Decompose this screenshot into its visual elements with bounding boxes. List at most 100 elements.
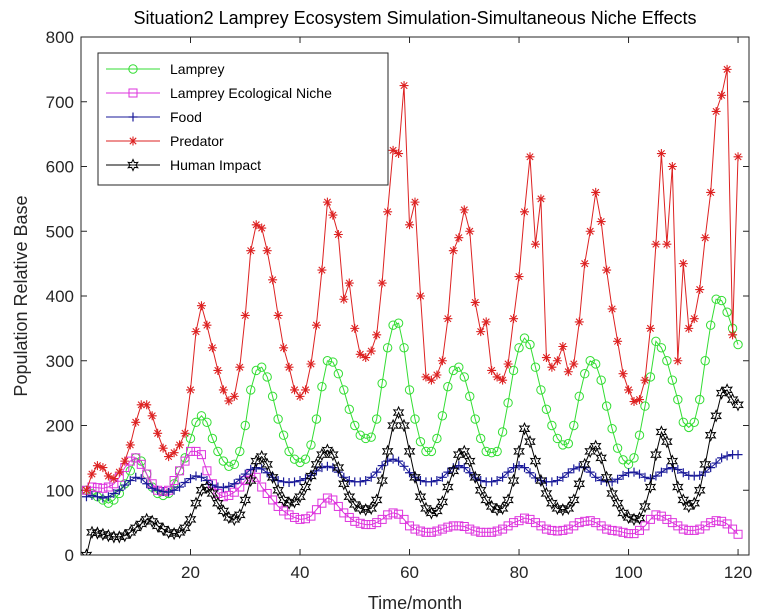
data-point <box>520 463 530 473</box>
data-point <box>327 447 339 462</box>
data-point <box>191 327 201 337</box>
data-point <box>547 362 557 372</box>
data-point <box>452 447 465 462</box>
data-point <box>699 457 712 472</box>
data-point <box>722 307 732 317</box>
x-axis-label: Time/month <box>368 593 462 613</box>
data-point <box>425 506 438 520</box>
data-point <box>629 529 639 539</box>
data-point <box>218 385 228 395</box>
data-point <box>136 474 146 484</box>
data-point <box>470 297 480 307</box>
data-point <box>179 521 191 535</box>
data-point <box>92 492 102 502</box>
data-point <box>311 505 321 515</box>
data-point <box>634 525 644 535</box>
data-point <box>689 417 699 427</box>
data-point <box>278 430 289 440</box>
data-point <box>651 471 661 481</box>
legend-label: Food <box>170 109 202 125</box>
data-point <box>405 468 415 478</box>
data-point <box>732 398 744 412</box>
data-point <box>711 294 721 304</box>
data-point <box>376 473 388 488</box>
data-point <box>224 481 234 491</box>
series-line <box>86 450 739 535</box>
data-point <box>639 499 651 514</box>
data-point <box>580 369 590 379</box>
series-3 <box>81 64 743 495</box>
data-point <box>348 497 361 512</box>
data-point <box>186 446 196 456</box>
data-point <box>584 444 597 459</box>
data-point <box>492 476 502 486</box>
data-point <box>392 405 405 420</box>
data-point <box>257 482 267 492</box>
data-point <box>569 420 579 431</box>
data-point <box>601 401 612 411</box>
data-point <box>700 233 710 243</box>
data-point <box>498 375 508 385</box>
data-point <box>180 456 190 466</box>
data-point <box>235 362 245 372</box>
data-point <box>136 400 146 410</box>
data-point <box>310 457 323 472</box>
data-point <box>684 470 694 480</box>
data-point <box>153 485 163 495</box>
data-point <box>656 343 667 353</box>
data-point <box>541 353 551 363</box>
data-point <box>186 385 196 395</box>
data-point <box>410 524 420 534</box>
data-point <box>92 483 102 493</box>
data-point <box>217 504 230 518</box>
data-point <box>513 444 525 459</box>
data-point <box>733 529 743 539</box>
data-point <box>454 233 464 243</box>
data-point <box>689 471 699 481</box>
y-tick-label: 500 <box>46 222 74 241</box>
data-point <box>563 367 573 377</box>
data-point <box>377 514 387 524</box>
data-point <box>655 425 668 439</box>
series-line <box>86 298 739 504</box>
data-point <box>383 510 393 520</box>
data-point <box>547 477 557 487</box>
y-tick-label: 0 <box>65 546 74 565</box>
legend-marker <box>128 112 138 122</box>
data-point <box>350 516 360 526</box>
data-point <box>492 372 502 382</box>
data-point <box>476 327 486 337</box>
series-layer <box>81 64 744 555</box>
data-point <box>339 385 349 395</box>
chart-title: Situation2 Lamprey Ecosystem Simulation-… <box>134 8 697 28</box>
data-point <box>164 487 174 497</box>
data-point <box>589 439 602 453</box>
data-point <box>328 210 338 220</box>
data-point <box>321 443 334 457</box>
data-point <box>224 461 234 471</box>
data-point <box>277 493 290 507</box>
data-point <box>711 516 721 526</box>
data-point <box>317 498 327 508</box>
legend-item: Predator <box>106 133 224 149</box>
legend-item: Lamprey Ecological Niche <box>106 85 332 101</box>
data-point <box>142 400 152 410</box>
data-point <box>169 485 179 495</box>
data-point <box>525 339 535 350</box>
data-point <box>509 518 519 528</box>
data-point <box>465 524 475 534</box>
data-point <box>459 372 469 382</box>
data-point <box>667 518 677 528</box>
data-point <box>558 472 568 482</box>
data-point <box>611 496 624 510</box>
data-point <box>602 265 612 275</box>
data-point <box>240 469 250 479</box>
data-point <box>339 508 349 518</box>
data-point <box>103 471 113 481</box>
data-point <box>722 64 732 74</box>
data-point <box>509 314 519 324</box>
data-point <box>558 342 568 352</box>
data-point <box>322 197 332 207</box>
data-point <box>443 522 453 532</box>
data-point <box>476 433 486 444</box>
